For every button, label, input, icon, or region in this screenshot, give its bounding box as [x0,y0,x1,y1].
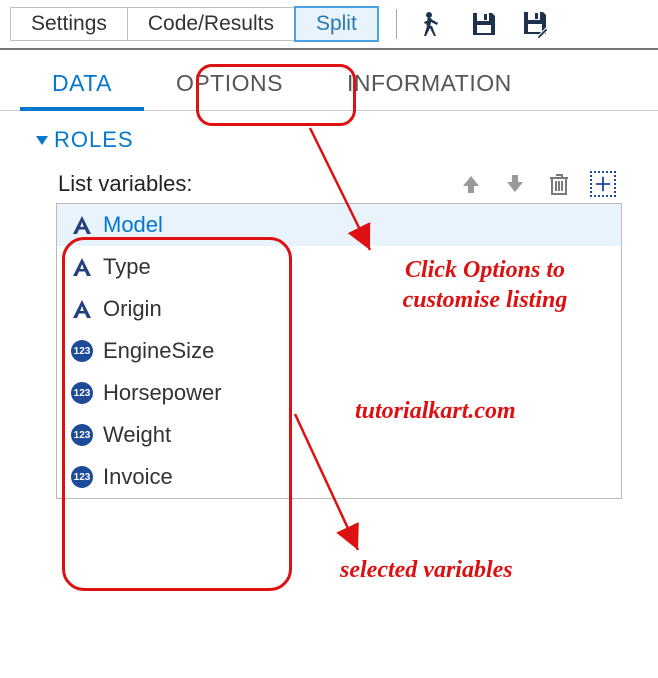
variable-row[interactable]: 123 EngineSize [57,330,621,372]
roles-heading-row[interactable]: ROLES [36,127,622,153]
delete-icon[interactable] [546,171,572,197]
roles-heading: ROLES [54,127,134,153]
char-type-icon [71,298,93,320]
char-type-icon [71,214,93,236]
variable-row[interactable]: 123 Horsepower [57,372,621,414]
variable-name: Origin [103,296,162,322]
selected-annotation: selected variables [340,555,513,585]
variable-name: Type [103,254,151,280]
variable-name: Invoice [103,464,173,490]
main-tabs: DATA OPTIONS INFORMATION [0,58,658,111]
add-icon[interactable] [590,171,616,197]
char-type-icon [71,256,93,278]
move-down-icon[interactable] [502,171,528,197]
variable-name: Model [103,212,163,238]
save-as-icon[interactable] [521,9,551,39]
variable-row[interactable]: Origin [57,288,621,330]
numeric-type-icon: 123 [71,466,93,488]
save-icon[interactable] [469,9,499,39]
toolbar-separator [396,9,397,39]
collapse-caret-icon [36,136,48,145]
settings-button[interactable]: Settings [10,7,128,41]
tab-information[interactable]: INFORMATION [315,58,544,110]
tab-data[interactable]: DATA [20,58,144,111]
move-up-icon[interactable] [458,171,484,197]
variable-row[interactable]: 123 Invoice [57,456,621,498]
code-results-button[interactable]: Code/Results [127,7,295,41]
list-variables-label: List variables: [36,171,458,197]
variable-row[interactable]: 123 Weight [57,414,621,456]
tab-options[interactable]: OPTIONS [144,58,315,110]
split-button[interactable]: Split [294,6,379,42]
variable-name: EngineSize [103,338,214,364]
variable-row[interactable]: Model [57,204,621,246]
numeric-type-icon: 123 [71,424,93,446]
variable-name: Horsepower [103,380,222,406]
run-icon[interactable] [417,9,447,39]
variable-name: Weight [103,422,171,448]
numeric-type-icon: 123 [71,382,93,404]
variable-list: Model Type Origin 123 EngineSize 123 Horsepowe… [56,203,622,499]
list-actions [458,171,622,197]
top-toolbar: Settings Code/Results Split [0,0,658,50]
roles-section: ROLES List variables: Model Type Origin 123… [0,111,658,499]
variable-row[interactable]: Type [57,246,621,288]
numeric-type-icon: 123 [71,340,93,362]
